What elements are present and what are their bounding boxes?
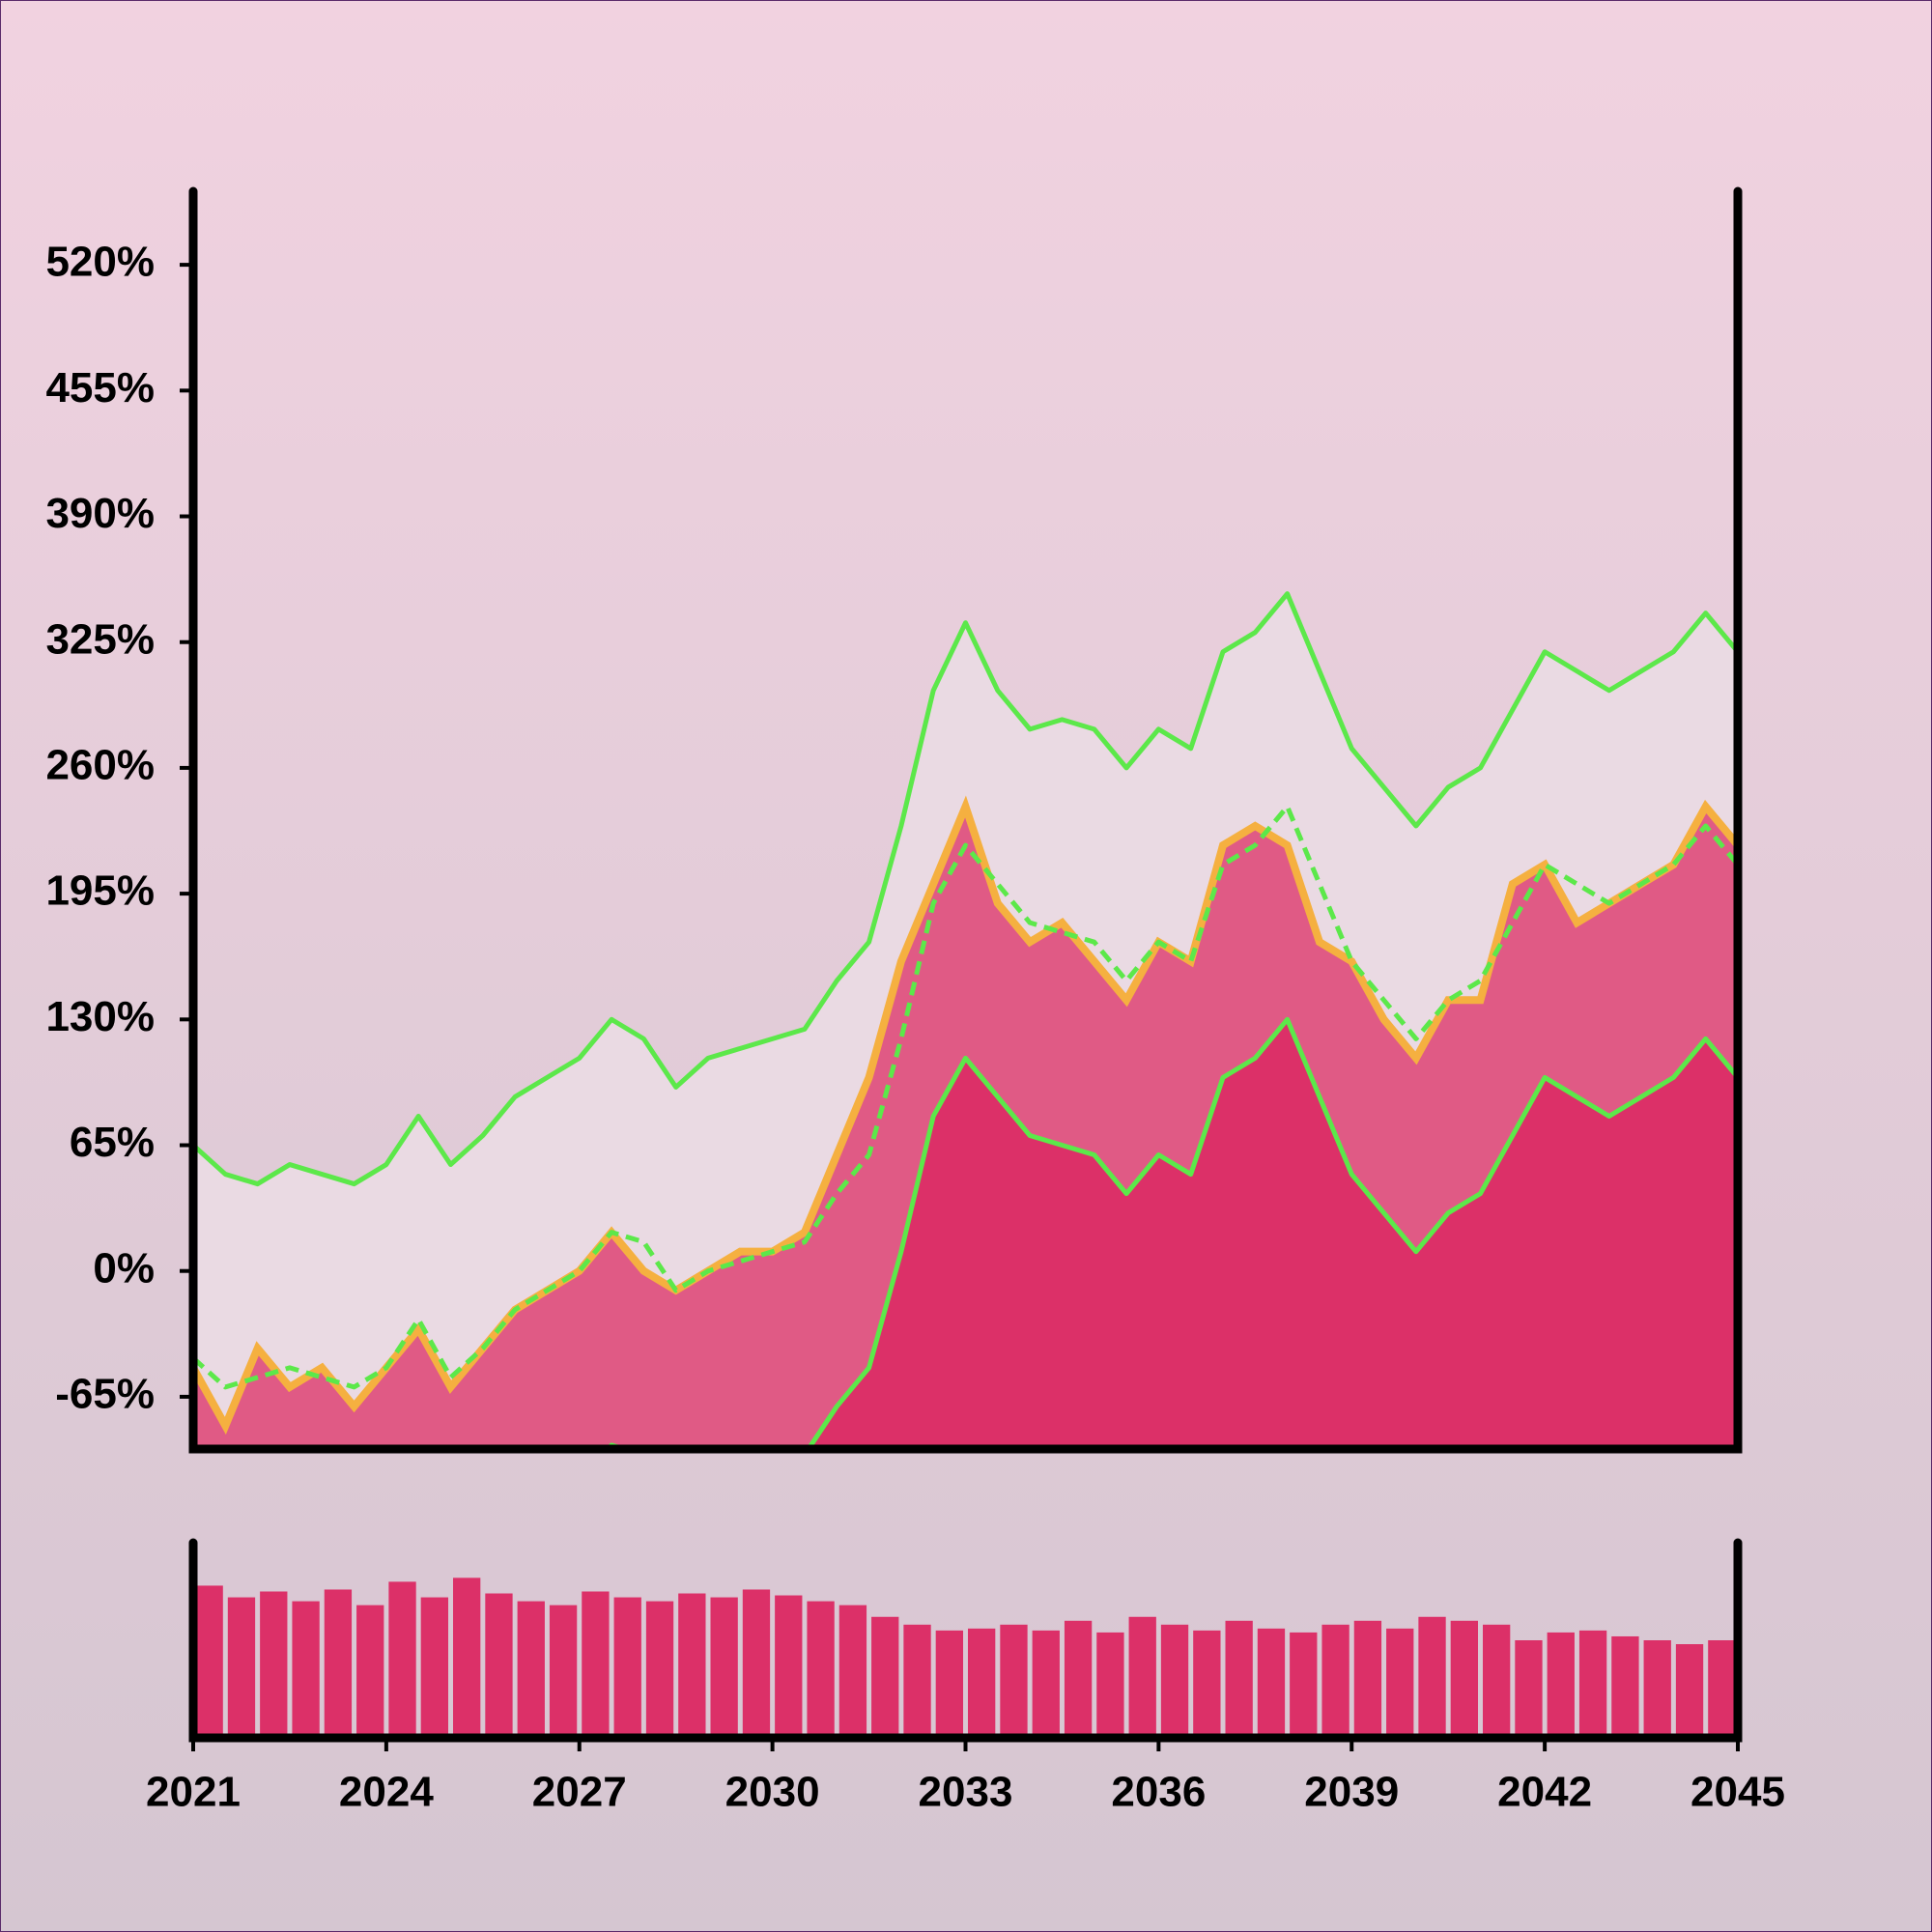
band-line: [193, 804, 1738, 1390]
volume-bar: [582, 1591, 610, 1738]
volume-bar: [452, 1577, 481, 1738]
volume-bar: [1257, 1628, 1286, 1738]
y-tick-label: 325%: [45, 615, 155, 663]
volume-bar: [1675, 1644, 1704, 1738]
volume-bar: [871, 1616, 899, 1738]
volume-bar: [1578, 1630, 1607, 1738]
volume-bar: [613, 1597, 641, 1738]
y-tick-label: 520%: [45, 239, 155, 286]
volume-bar: [1515, 1640, 1543, 1738]
x-tick-label: 2027: [532, 1769, 627, 1816]
volume-bar: [710, 1597, 738, 1738]
volume-bar: [1032, 1630, 1060, 1738]
volume-bar: [903, 1624, 931, 1738]
volume-bar: [260, 1591, 288, 1738]
volume-bar: [838, 1605, 867, 1738]
volume-bar: [1708, 1640, 1736, 1738]
volume-bar: [967, 1628, 996, 1738]
x-tick-label: 2033: [919, 1769, 1013, 1816]
x-tick-label: 2021: [146, 1769, 241, 1816]
axes: -65% 0% 65% 130% 195% 260% 325% 390% 455% 520% 202…: [45, 186, 1785, 1816]
volume-bar: [1193, 1630, 1221, 1738]
volume-bar: [775, 1595, 803, 1738]
volume-bar: [485, 1593, 513, 1738]
volume-bar: [1418, 1616, 1446, 1738]
volume-bar: [1064, 1620, 1093, 1738]
x-tick-label: 2042: [1497, 1769, 1592, 1816]
volume-bar: [195, 1585, 223, 1738]
x-tick-label: 2024: [339, 1769, 434, 1816]
y-tick-label: 0%: [93, 1244, 155, 1292]
volume-bar: [1482, 1624, 1511, 1738]
volume-bar: [935, 1630, 964, 1738]
volume-axes: [188, 1538, 1743, 1743]
band-line: [605, 1016, 1738, 1449]
volume-bar: [1450, 1620, 1479, 1738]
y-tick-label: -65%: [55, 1371, 155, 1418]
x-tick-label: 2036: [1111, 1769, 1206, 1816]
volume-bar: [1547, 1632, 1575, 1738]
volume-bar: [549, 1605, 578, 1738]
volume-bar: [324, 1589, 353, 1738]
volume-bar: [1225, 1620, 1253, 1738]
band-line: [193, 591, 1738, 1187]
volume-bar: [517, 1601, 545, 1738]
volume-bar: [1128, 1616, 1156, 1738]
y-tick-label: 195%: [45, 867, 155, 915]
volume-bar: [678, 1593, 706, 1738]
volume-bar: [645, 1601, 674, 1738]
volume-bar: [1290, 1632, 1318, 1738]
volume-bar: [356, 1605, 384, 1738]
volume-bar: [807, 1601, 835, 1738]
y-tick-label: 65%: [70, 1119, 155, 1166]
volume-bar: [742, 1589, 771, 1738]
volume-bar: [1386, 1628, 1414, 1738]
y-tick-label: 455%: [45, 364, 155, 412]
volume-bar: [1643, 1640, 1671, 1738]
y-tick-label: 130%: [45, 993, 155, 1040]
x-tick-label: 2045: [1690, 1769, 1785, 1816]
main-axes: [188, 186, 1743, 1454]
lower-area: [193, 1019, 1738, 1449]
volume-bar: [292, 1601, 320, 1738]
plot-area: [193, 591, 1738, 1449]
volume-bar: [1353, 1620, 1382, 1738]
volume-bar: [1160, 1624, 1189, 1738]
volume-bar: [420, 1597, 449, 1738]
volume-bar: [1000, 1624, 1028, 1738]
x-tick-label: 2030: [725, 1769, 820, 1816]
volume-bar: [1321, 1624, 1350, 1738]
volume-bar: [227, 1597, 256, 1738]
y-tick-label: 260%: [45, 742, 155, 789]
volume-bar: [1611, 1635, 1639, 1738]
y-tick-label: 390%: [45, 490, 155, 537]
volume-bar: [1096, 1632, 1124, 1738]
volume-bar: [388, 1581, 416, 1738]
x-tick-label: 2039: [1304, 1769, 1399, 1816]
